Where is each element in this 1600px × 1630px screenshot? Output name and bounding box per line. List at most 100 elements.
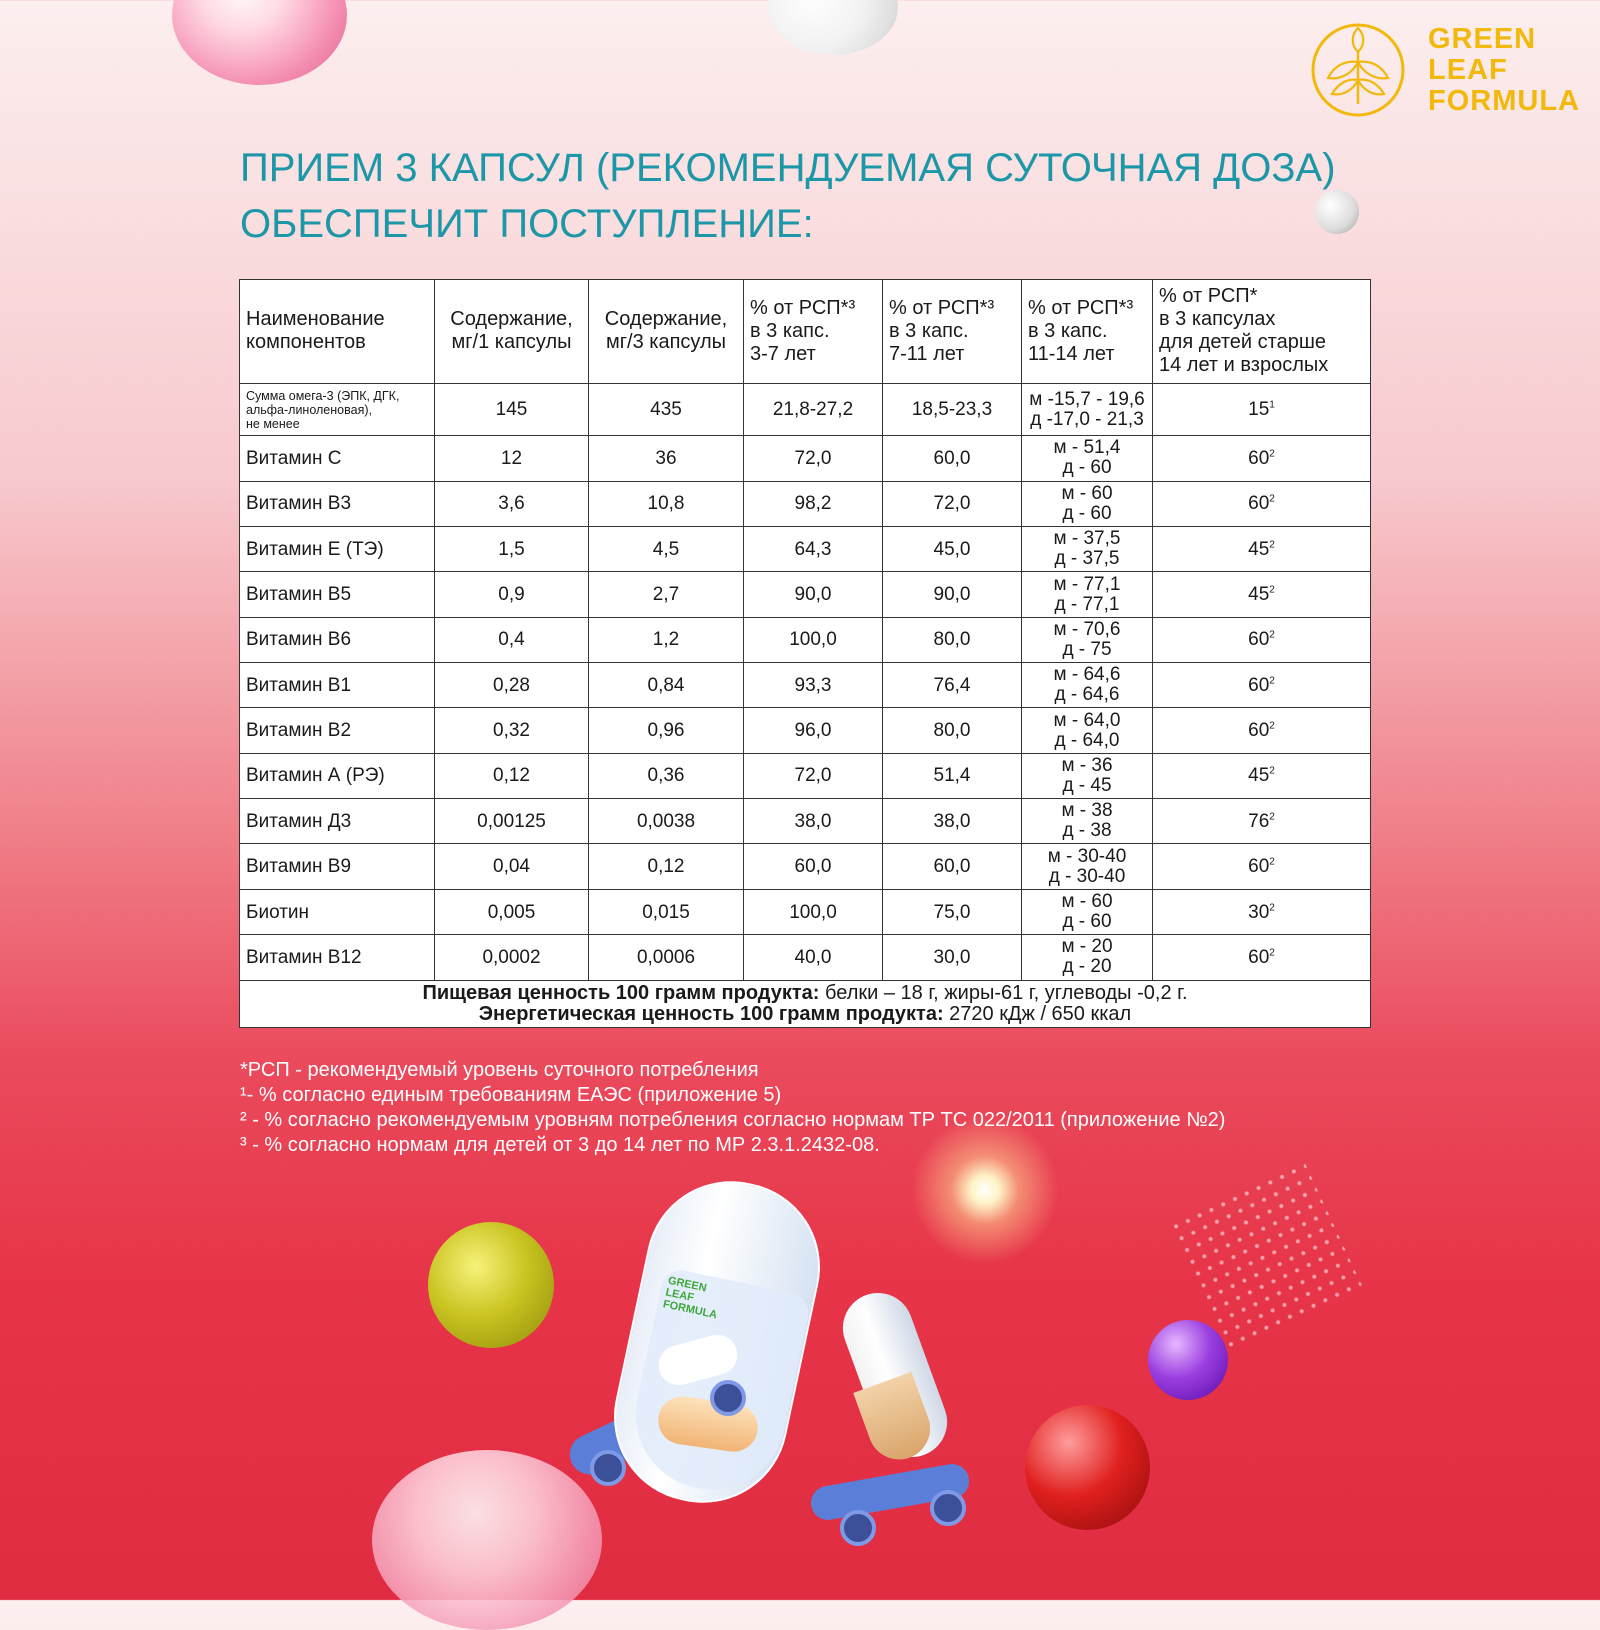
cell-per3: 36 [588,435,744,482]
cell-pct-adult: 151 [1152,382,1371,437]
grey-bubble-decoration [1315,190,1359,234]
table-row: Витамин В1 0,28 0,84 93,3 76,4 м - 64,6 д - 64… [239,662,1371,709]
cell-pct-11-14: м - 60 д - 60 [1021,480,1153,527]
cell-per1: 3,6 [434,480,589,527]
component-name: Витамин А (РЭ) [239,752,435,800]
cell-pct-adult: 602 [1152,934,1371,981]
female-value: д - 30-40 [1048,865,1126,887]
yellow-ball-decoration [428,1222,554,1348]
cell-pct-7-11: 60,0 [882,843,1022,890]
header-text: для детей старше [1159,331,1326,354]
footnote-mark: 1 [1269,399,1275,411]
brand-line: GREEN [1428,23,1537,55]
header-text: в 3 капсулах [1159,308,1276,331]
male-value: м - 51,4 [1053,437,1121,459]
header-text: 11-14 лет [1028,342,1115,365]
cell-pct-adult: 452 [1152,571,1371,618]
cell-per1: 0,005 [434,888,589,936]
title-line-2: ОБЕСПЕЧИТ ПОСТУПЛЕНИЕ: [240,202,814,246]
cell-per1: 12 [434,435,589,482]
header-text: % от РСП* [1159,285,1258,308]
cell-pct-11-14: м - 30-40 д - 30-40 [1021,843,1153,890]
female-value: д - 64,0 [1054,729,1120,751]
table-header-row: Наименование компонентов Содержание, мг/… [239,279,1371,384]
adult-value: 60 [1248,629,1270,651]
cell-pct-7-11: 80,0 [882,616,1022,664]
cell-pct-11-14: м - 70,6 д - 75 [1021,616,1153,664]
male-value: м - 60 [1061,482,1113,504]
footnote-mark: 2 [1269,584,1275,596]
cell-per3: 0,0006 [588,934,744,981]
female-value: д - 20 [1062,956,1112,978]
nutrition-summary: Пищевая ценность 100 грамм продукта: бел… [239,979,1371,1029]
table-row: Витамин Д3 0,00125 0,0038 38,0 38,0 м - 38 д -… [239,798,1371,845]
cell-pct-11-14: м -15,7 - 19,6 д -17,0 - 21,3 [1021,382,1153,437]
cell-pct-3-7: 64,3 [743,525,883,573]
component-name: Витамин Е (ТЭ) [239,525,435,573]
cell-pct-3-7: 98,2 [743,480,883,527]
male-value: м - 77,1 [1053,573,1121,595]
female-value: д - 75 [1062,638,1112,660]
male-value: м - 64,0 [1053,709,1121,731]
header-name: Наименование компонентов [239,279,435,384]
cell-pct-adult: 762 [1152,798,1371,845]
header-text: 14 лет и взрослых [1159,354,1329,377]
cell-pct-7-11: 76,4 [882,662,1022,709]
footnote-mark: 2 [1269,766,1275,778]
header-text: мг/1 капсулы [451,331,572,354]
cell-per1: 0,4 [434,616,589,664]
cell-pct-7-11: 75,0 [882,888,1022,936]
brand-logo: GREEN LEAF FORMULA [1310,22,1580,122]
table-footer-row: Пищевая ценность 100 грамм продукта: бел… [239,979,1371,1029]
female-value: д -17,0 - 21,3 [1030,408,1144,430]
footnote-mark: 2 [1269,720,1275,732]
female-value: д - 77,1 [1054,593,1120,615]
header-pct-7-11: % от РСП*³ в 3 капс. 7-11 лет [882,279,1022,384]
adult-value: 45 [1248,765,1270,787]
component-name: Витамин В6 [239,616,435,664]
male-value: м - 20 [1061,936,1113,958]
cell-pct-3-7: 60,0 [743,843,883,890]
table-row: Биотин 0,005 0,015 100,0 75,0 м - 60 д - 60 302 [239,888,1371,936]
component-name: Витамин Д3 [239,798,435,845]
header-text: в 3 капс. [889,319,969,342]
table-row: Витамин В5 0,9 2,7 90,0 90,0 м - 77,1 д - 77,1… [239,571,1371,618]
footnote-mark: 2 [1269,539,1275,551]
component-name: Витамин В3 [239,480,435,527]
nutrition-table: Наименование компонентов Содержание, мг/… [239,279,1371,1029]
cell-pct-7-11: 51,4 [882,752,1022,800]
cell-pct-7-11: 90,0 [882,571,1022,618]
adult-value: 15 [1248,399,1270,421]
header-text: в 3 капс. [1028,319,1108,342]
male-value: м - 64,6 [1053,664,1121,686]
header-text: Содержание, [450,308,573,331]
table-row: Витамин В12 0,0002 0,0006 40,0 30,0 м - 20 д -… [239,934,1371,981]
component-name: Витамин В5 [239,571,435,618]
female-value: д - 60 [1062,911,1112,933]
cell-per1: 0,04 [434,843,589,890]
header-text: % от РСП*³ [889,296,995,319]
female-value: д - 60 [1062,457,1112,479]
footnote-mark: 2 [1269,448,1275,460]
purple-ball-decoration [1148,1320,1228,1400]
header-text: % от РСП*³ [1028,296,1134,319]
cell-pct-11-14: м - 37,5 д - 37,5 [1021,525,1153,573]
light-flare-decoration [905,1110,1065,1270]
cell-per1: 0,32 [434,707,589,754]
cell-per1: 145 [434,382,589,437]
cell-pct-7-11: 72,0 [882,480,1022,527]
table-row: Витамин В3 3,6 10,8 98,2 72,0 м - 60 д - 60 602 [239,480,1371,527]
nutrition-label: Пищевая ценность 100 грамм продукта: [422,981,820,1004]
footnote-mark: 2 [1269,856,1275,868]
cell-pct-7-11: 38,0 [882,798,1022,845]
cell-pct-11-14: м - 38 д - 38 [1021,798,1153,845]
cell-per3: 0,0038 [588,798,744,845]
component-name: Сумма омега-3 (ЭПК, ДГК, альфа-линоленов… [239,382,435,437]
cell-pct-11-14: м - 51,4 д - 60 [1021,435,1153,482]
cell-pct-11-14: м - 36 д - 45 [1021,752,1153,800]
male-value: м - 37,5 [1053,528,1121,550]
header-per1: Содержание, мг/1 капсулы [434,279,589,384]
footnote-mark: 2 [1269,493,1275,505]
footnote-mark: 2 [1269,675,1275,687]
adult-value: 45 [1248,584,1270,605]
